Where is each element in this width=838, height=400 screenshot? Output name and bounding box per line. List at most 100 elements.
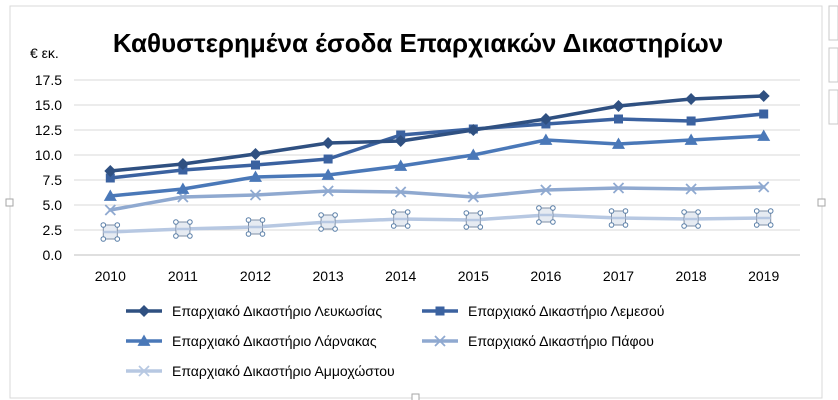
data-point	[685, 183, 697, 195]
x-tick-label: 2019	[748, 268, 779, 284]
y-tick-label: 2.5	[43, 222, 63, 238]
legend-item[interactable]: Επαρχιακό Δικαστήριο Λάρνακας	[126, 333, 377, 349]
data-point	[608, 208, 629, 228]
legend: Επαρχιακό Δικαστήριο Λευκωσίας Επαρχιακό …	[126, 303, 664, 379]
y-tick-label: 5.0	[43, 197, 63, 213]
legend-label: Επαρχιακό Δικαστήριο Πάφου	[468, 333, 654, 349]
legend-marker	[138, 365, 150, 377]
series-line	[108, 112, 766, 180]
chart-elements-button[interactable]	[828, 5, 838, 41]
data-point	[540, 184, 552, 196]
series-line	[108, 134, 766, 198]
legend-label: Επαρχιακό Δικαστήριο Λάρνακας	[172, 333, 377, 349]
data-point	[103, 189, 117, 201]
data-point	[173, 219, 193, 239]
x-tick-label: 2018	[676, 268, 707, 284]
unit-label: € εκ.	[30, 45, 59, 61]
data-point	[757, 129, 771, 141]
data-point	[104, 204, 116, 216]
data-point	[681, 209, 701, 229]
data-point	[467, 191, 479, 203]
x-tick-label: 2011	[168, 268, 198, 284]
data-point	[394, 135, 407, 147]
y-tick-label: 12.5	[35, 122, 62, 138]
data-point	[539, 133, 553, 145]
resize-handle-left[interactable]	[5, 198, 14, 207]
data-point	[100, 222, 121, 242]
data-point	[249, 189, 262, 201]
series-line	[108, 185, 766, 212]
legend-marker	[434, 335, 446, 347]
y-axis-ticks: 0.0 2.5 5.0 7.5 10.0 12.5 15.0 17.5	[35, 72, 62, 263]
series-line	[108, 213, 766, 234]
data-point	[685, 93, 698, 105]
x-tick-label: 2015	[458, 268, 489, 284]
data-point	[467, 124, 480, 136]
data-point	[758, 181, 770, 193]
x-tick-label: 2013	[313, 268, 344, 284]
data-point	[322, 185, 334, 197]
data-point	[759, 109, 769, 119]
data-point	[249, 170, 262, 182]
data-point	[757, 90, 770, 102]
chart-filters-button[interactable]	[828, 89, 838, 125]
data-point	[251, 160, 260, 170]
legend-item[interactable]: Επαρχιακό Δικαστήριο Λεμεσού	[422, 303, 664, 319]
y-tick-label: 17.5	[35, 72, 62, 88]
series-5	[100, 205, 774, 242]
data-point	[323, 154, 333, 164]
x-tick-label: 2016	[530, 268, 561, 284]
legend-item[interactable]: Επαρχιακό Δικαστήριο Πάφου	[422, 333, 654, 349]
data-point	[753, 208, 774, 228]
resize-handle-bottom[interactable]	[411, 393, 420, 400]
x-tick-label: 2012	[240, 268, 271, 284]
chart-border	[9, 5, 823, 399]
y-tick-label: 15.0	[35, 97, 62, 113]
y-tick-label: 10.0	[35, 147, 62, 163]
data-point	[390, 209, 411, 229]
data-point	[463, 210, 484, 230]
x-tick-label: 2010	[95, 268, 126, 284]
legend-label: Επαρχιακό Δικαστήριο Λευκωσίας	[172, 303, 382, 319]
legend-marker	[138, 305, 150, 317]
legend-marker	[435, 306, 445, 316]
data-point	[686, 116, 696, 126]
data-point	[394, 159, 408, 171]
legend-label: Επαρχιακό Δικαστήριο Λεμεσού	[468, 303, 664, 319]
legend-item[interactable]: Επαρχιακό Δικαστήριο Λευκωσίας	[126, 303, 382, 319]
legend-marker	[137, 334, 151, 346]
chart-styles-button[interactable]	[828, 47, 838, 83]
data-point	[176, 158, 189, 170]
data-point	[245, 217, 266, 237]
x-tick-label: 2014	[385, 268, 416, 284]
y-tick-label: 0.0	[43, 247, 63, 263]
plot-series	[100, 90, 774, 242]
data-point	[612, 100, 625, 112]
data-point	[322, 137, 335, 149]
data-point	[684, 133, 698, 145]
data-point	[318, 212, 338, 232]
data-point	[536, 205, 556, 225]
data-point	[176, 182, 190, 194]
resize-handle-right[interactable]	[817, 198, 826, 207]
y-tick-label: 7.5	[43, 172, 63, 188]
data-point	[395, 186, 407, 198]
chart-title: Καθυστερημένα έσοδα Επαρχιακών Δικαστηρί…	[113, 28, 723, 58]
data-point	[249, 148, 262, 160]
x-tick-label: 2017	[603, 268, 634, 284]
data-point	[612, 182, 625, 194]
data-point	[614, 114, 623, 124]
series-4	[104, 181, 770, 216]
data-point	[539, 113, 552, 125]
series-3	[103, 129, 771, 201]
x-axis-ticks: 2010 2011 2012 2013 2014 2015 2016 2017 2018 2019	[95, 268, 780, 284]
data-point	[105, 173, 115, 183]
data-point	[104, 165, 117, 177]
legend-item[interactable]: Επαρχιακό Δικαστήριο Αμμοχώστου	[126, 363, 395, 379]
data-point	[321, 168, 335, 180]
data-point	[466, 148, 480, 160]
legend-label: Επαρχιακό Δικαστήριο Αμμοχώστου	[172, 363, 395, 379]
series-1	[104, 90, 770, 177]
